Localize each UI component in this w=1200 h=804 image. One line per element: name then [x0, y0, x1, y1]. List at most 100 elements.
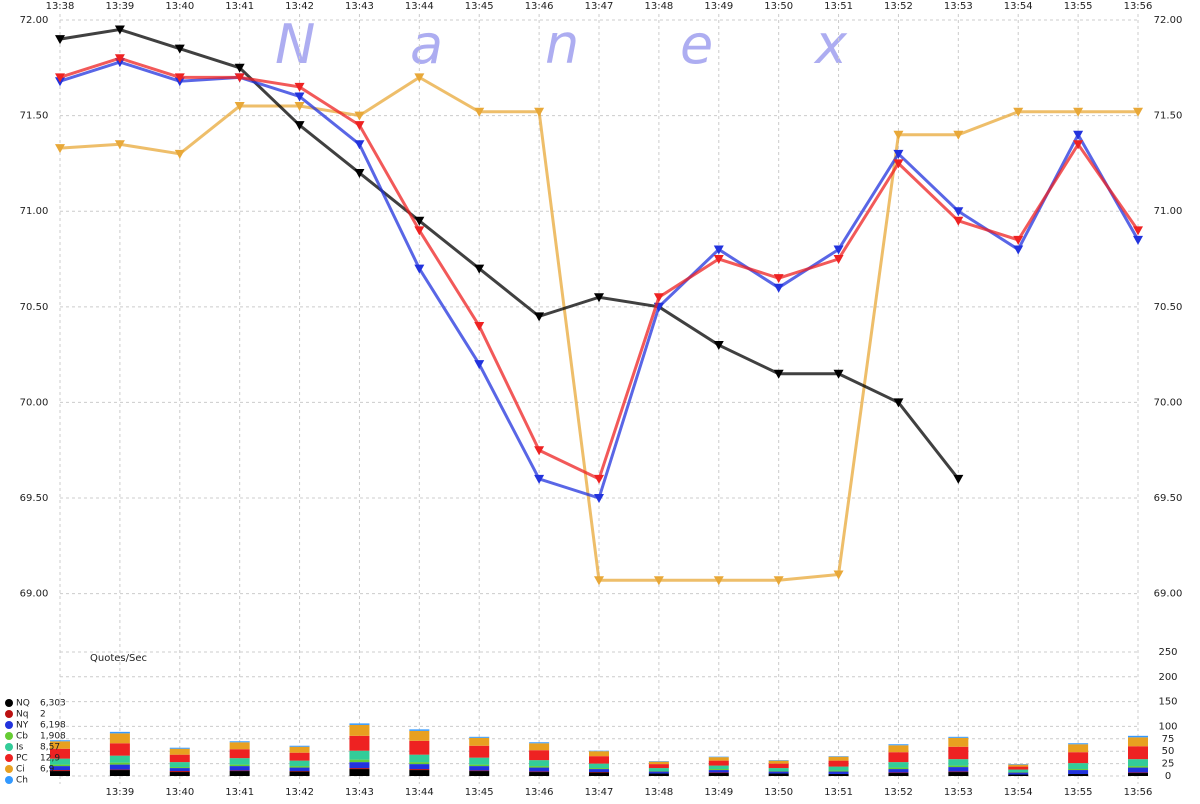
quote-rate-bar [170, 755, 190, 762]
quote-rate-bar [1068, 743, 1088, 744]
quote-rate-bar [230, 766, 250, 770]
quote-rate-bar [829, 772, 849, 774]
y-tick-label-right: 69.00 [1154, 589, 1183, 600]
quote-rate-bar [769, 768, 789, 771]
y-tick-label: 75 [1162, 734, 1175, 745]
quote-rate-bar [170, 748, 190, 749]
quote-rate-bar [769, 761, 789, 764]
x-tick-label-top: 13:45 [465, 1, 494, 12]
legend-count: 6,303 [40, 699, 66, 709]
quote-rate-bar [349, 751, 369, 760]
x-tick-label-bottom: 13:56 [1124, 787, 1153, 798]
x-tick-label-top: 13:42 [285, 1, 314, 12]
quote-rate-bar [290, 768, 310, 771]
quote-marker [1013, 245, 1023, 254]
quote-rate-bar [230, 749, 250, 758]
quote-rate-bar [1128, 736, 1148, 737]
quote-rate-bar [290, 772, 310, 776]
quote-rate-bar [948, 759, 968, 765]
y-tick-label: 200 [1158, 672, 1177, 683]
legend-count: 8,57 [40, 743, 60, 753]
y-tick-label-right: 72.00 [1154, 15, 1183, 26]
legend-label: Ch [16, 776, 28, 786]
quote-rate-bar [948, 737, 968, 738]
x-tick-label-top: 13:38 [46, 1, 75, 12]
quote-rate-bar [170, 749, 190, 755]
quote-marker [654, 293, 664, 302]
legend-swatch [5, 699, 13, 707]
quote-marker [354, 140, 364, 149]
quote-rate-bar [649, 762, 669, 764]
quote-rate-bar [1068, 769, 1088, 770]
y-tick-label: 69.50 [20, 493, 49, 504]
x-tick-label-top: 13:44 [405, 1, 434, 12]
quote-rate-bar [469, 737, 489, 738]
x-tick-label-top: 13:40 [165, 1, 194, 12]
quote-rate-bar [529, 750, 549, 760]
quote-rate-bar [1068, 763, 1088, 769]
x-tick-label-top: 13:46 [525, 1, 554, 12]
quote-rate-bar [230, 758, 250, 764]
quote-rate-bar [948, 738, 968, 747]
x-tick-label-top: 13:51 [824, 1, 853, 12]
x-tick-label-top: 13:50 [764, 1, 793, 12]
x-tick-label-top: 13:55 [1064, 1, 1093, 12]
quote-rate-bar [1128, 746, 1148, 759]
y-tick-label: 100 [1158, 721, 1177, 732]
quote-rate-bar [1068, 774, 1088, 776]
y-tick-label: 72.00 [20, 15, 49, 26]
y-tick-label: 25 [1162, 759, 1175, 770]
x-tick-label-bottom: 13:50 [764, 787, 793, 798]
quote-rate-bar [529, 742, 549, 743]
legend-label: Ci [16, 765, 25, 775]
quote-rate-bar [948, 747, 968, 759]
quote-rate-bar [888, 752, 908, 762]
quote-rate-bar [409, 762, 429, 764]
legend-swatch [5, 743, 13, 751]
quote-rate-bar [409, 770, 429, 776]
quote-rate-bar [1128, 766, 1148, 767]
quote-rate-bar [709, 766, 729, 769]
x-tick-label-bottom: 13:43 [345, 787, 374, 798]
quote-marker [953, 475, 963, 484]
quote-rate-bar [829, 757, 849, 761]
legend-count: 6,9 [40, 765, 55, 775]
watermark-letter: e [680, 13, 713, 76]
quote-rate-bar [230, 742, 250, 749]
quote-rate-bar [170, 771, 190, 772]
quote-marker [474, 322, 484, 331]
quote-rate-bar [888, 745, 908, 752]
legend-label: Nq [16, 710, 28, 720]
x-tick-label-bottom: 13:49 [704, 787, 733, 798]
quote-rate-bar [469, 738, 489, 746]
quote-rate-bar [230, 771, 250, 776]
quote-rate-bar [589, 756, 609, 763]
legend-count: 2 [40, 710, 46, 720]
quote-rate-bar [409, 764, 429, 769]
quote-rate-bar [290, 761, 310, 766]
quote-rate-bar [948, 767, 968, 771]
legend-count: 6,198 [40, 721, 66, 731]
quote-rate-bar [888, 762, 908, 767]
quote-rate-bar [649, 774, 669, 776]
quote-rate-bar [888, 769, 908, 772]
y-tick-label: 69.00 [20, 589, 49, 600]
quote-rate-bar [769, 774, 789, 776]
quote-rate-bar [589, 764, 609, 768]
x-tick-label-bottom: 13:41 [225, 787, 254, 798]
x-tick-label-bottom: 13:40 [165, 787, 194, 798]
legend-swatch [5, 776, 13, 784]
quote-rate-bar [110, 765, 130, 770]
x-tick-label-top: 13:39 [105, 1, 134, 12]
x-tick-label-bottom: 13:44 [405, 787, 434, 798]
quote-rate-bar [469, 771, 489, 776]
quote-rate-bar [110, 763, 130, 765]
quote-rate-bar [469, 746, 489, 758]
quote-rate-bar [110, 770, 130, 776]
quote-rate-bar [649, 772, 669, 774]
quote-rate-bar [529, 772, 549, 776]
quote-rate-bar [888, 744, 908, 745]
quote-rate-bar [589, 768, 609, 769]
y-tick-label-right: 70.00 [1154, 397, 1183, 408]
